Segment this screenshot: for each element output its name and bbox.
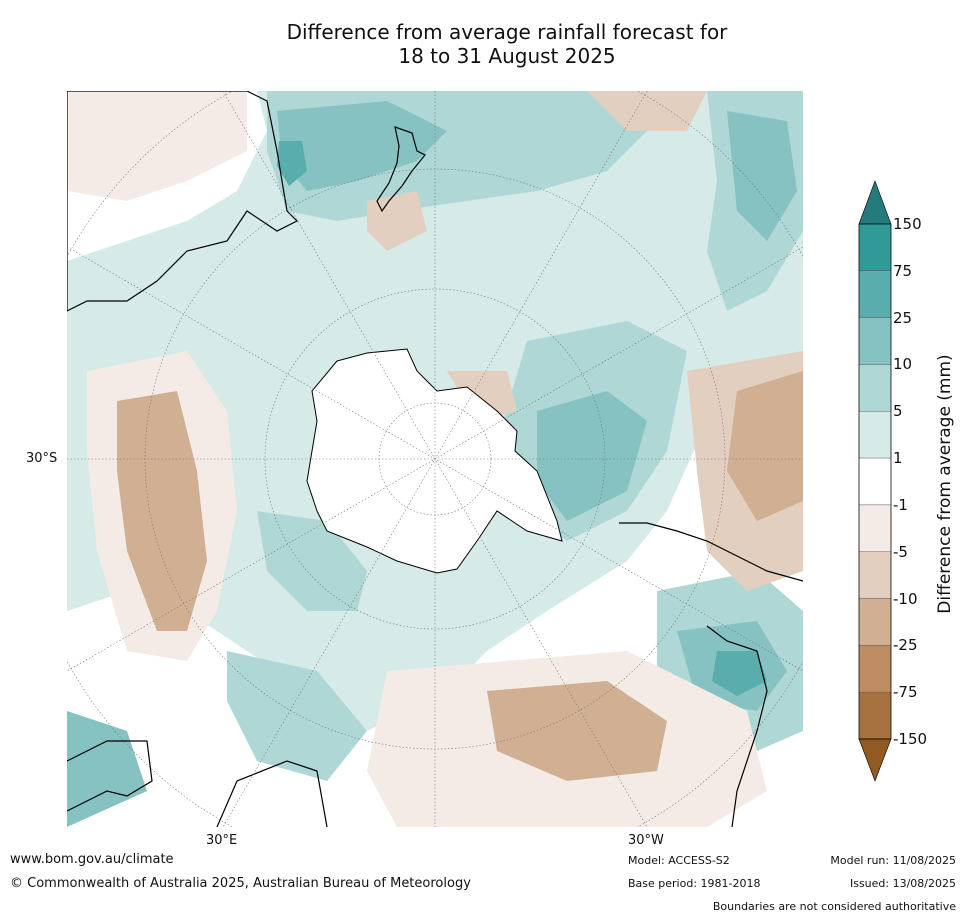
colorbar-frame (858, 223, 892, 740)
colorbar-segment (858, 645, 892, 693)
colorbar-tick-label: -10 (893, 589, 918, 608)
latitude-label-30s: 30°S (26, 451, 58, 466)
colorbar (858, 180, 892, 782)
colorbar-segment (858, 270, 892, 318)
colorbar-tick-label: -75 (893, 683, 918, 702)
africa-coastline (67, 740, 153, 812)
graticule (67, 91, 803, 827)
colorbar-title: Difference from average (mm) (935, 354, 955, 614)
anomaly-area-mid-teal-center (537, 391, 647, 521)
australia-coastline (67, 91, 299, 312)
colorbar-tick-label: -25 (893, 636, 918, 655)
colorbar-segment (858, 504, 892, 552)
africa-southern-coastline (216, 760, 328, 827)
anomaly-area-teal-southwest-coast (67, 711, 147, 827)
colorbar-extend-bottom (858, 738, 892, 782)
rainfall-anomaly-map (67, 91, 803, 827)
anomaly-area-light-brown-northwest (67, 91, 247, 201)
colorbar-extend-top (858, 180, 892, 225)
colorbar-segment (858, 411, 892, 459)
south-america-east-coastline (706, 625, 768, 827)
anomaly-area-strong-teal-southeast (712, 651, 767, 696)
colorbar-tick-label: 25 (893, 308, 913, 327)
boundaries-disclaimer: Boundaries are not considered authoritat… (712, 900, 956, 913)
colorbar-segment (858, 364, 892, 412)
anomaly-area-brown-west (117, 391, 207, 631)
colorbar-segment (858, 317, 892, 365)
new-zealand-coastline (376, 126, 426, 213)
title-line-1: Difference from average rainfall forecas… (286, 20, 728, 44)
anomaly-area-mid-teal-north (277, 101, 447, 191)
anomaly-area-teal-south (227, 651, 367, 781)
antarctica-landmass (306, 348, 563, 574)
colorbar-tick-label: -5 (893, 542, 908, 561)
longitude-label-30w: 30°W (628, 833, 664, 848)
south-america-coastline (619, 522, 803, 582)
copyright-text: © Commonwealth of Australia 2025, Austra… (10, 876, 471, 891)
anomaly-area-strong-teal-north (277, 141, 307, 186)
colorbar-segment (858, 598, 892, 646)
anomaly-area-teal-southwest (257, 511, 367, 611)
colorbar-segment (858, 223, 892, 272)
base-period: Base period: 1981-2018 (628, 877, 761, 890)
colorbar-tick-label: 150 (893, 215, 922, 233)
colorbar-tick-label: 75 (893, 261, 913, 280)
model-run-date: Model run: 11/08/2025 (830, 854, 956, 867)
colorbar-segment (858, 691, 892, 740)
anomaly-area-brown-east (727, 371, 803, 521)
anomaly-area-light-brown-north (587, 91, 707, 131)
colorbar-tick-label: -1 (893, 495, 908, 514)
anomaly-area-light-brown-center (447, 371, 517, 421)
colorbar-segment (858, 551, 892, 599)
model-name: Model: ACCESS-S2 (628, 854, 730, 867)
website-link[interactable]: www.bom.gov.au/climate (10, 852, 174, 867)
anomaly-area-mid-teal-east (727, 111, 797, 241)
map-title: Difference from average rainfall forecas… (0, 20, 965, 68)
title-line-2: 18 to 31 August 2025 (398, 44, 616, 68)
colorbar-tick-label: 1 (893, 449, 903, 468)
anomaly-area-light-brown-nz (367, 191, 427, 251)
longitude-label-30e: 30°E (206, 833, 238, 848)
issued-date: Issued: 13/08/2025 (849, 877, 956, 890)
anomaly-area-brown-south (487, 681, 667, 781)
colorbar-tick-label: -150 (893, 730, 928, 748)
colorbar-segment (858, 457, 892, 506)
colorbar-tick-label: 10 (893, 355, 913, 374)
colorbar-tick-label: 5 (893, 402, 903, 421)
